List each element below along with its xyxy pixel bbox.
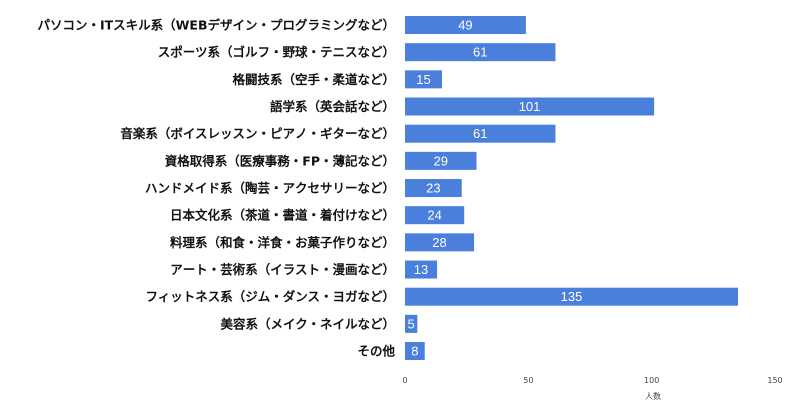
x-tick-label: 50 (523, 376, 533, 385)
data-label: 49 (458, 18, 472, 33)
bar (405, 179, 462, 198)
data-label: 135 (561, 289, 583, 304)
data-label: 23 (426, 181, 440, 196)
bar (405, 151, 477, 170)
category-label: その他 (357, 344, 395, 359)
data-label: 101 (519, 99, 541, 114)
bar (405, 287, 738, 306)
category-label: パソコン・ITスキル系（WEBデザイン・プログラミングなど） (37, 18, 395, 33)
x-tick-label: 150 (767, 376, 782, 385)
data-label: 15 (416, 72, 430, 87)
data-label: 24 (427, 208, 441, 223)
data-label: 61 (473, 45, 487, 60)
category-label: フィットネス系（ジム・ダンス・ヨガなど） (145, 289, 395, 304)
bar (405, 43, 556, 62)
data-label: 61 (473, 126, 487, 141)
data-label: 29 (434, 153, 448, 168)
bar (405, 206, 465, 225)
category-label: アート・芸術系（イラスト・漫画など） (170, 262, 395, 277)
x-tick-label: 0 (402, 376, 407, 385)
bar (405, 16, 526, 34)
data-label: 28 (432, 235, 446, 250)
bar (405, 97, 655, 116)
category-label: 語学系（英会話など） (270, 99, 395, 114)
bar (405, 260, 438, 279)
data-label: 13 (414, 262, 428, 277)
category-label: 音楽系（ボイスレッスン・ピアノ・ギターなど） (120, 126, 395, 141)
bar (405, 233, 475, 252)
data-label: 8 (411, 344, 418, 359)
category-label: 資格取得系（医療事務・FP・薄記など） (165, 153, 395, 168)
bar (405, 342, 425, 361)
category-label: 日本文化系（茶道・書道・着付けなど） (170, 208, 395, 223)
bar (405, 70, 442, 89)
category-label: ハンドメイド系（陶芸・アクセサリーなど） (145, 181, 395, 196)
category-label: 美容系（メイク・ネイルなど） (220, 316, 395, 331)
bar (405, 124, 556, 143)
category-label: 格闘技系（空手・柔道など） (232, 72, 395, 87)
bar (405, 314, 418, 333)
x-tick-label: 100 (644, 376, 659, 385)
category-label: スポーツ系（ゴルフ・野球・テニスなど） (158, 45, 395, 60)
category-label: 料理系（和食・洋食・お菓子作りなど） (170, 235, 395, 250)
x-axis-label: 人数 (645, 391, 661, 401)
data-label: 5 (408, 316, 415, 331)
